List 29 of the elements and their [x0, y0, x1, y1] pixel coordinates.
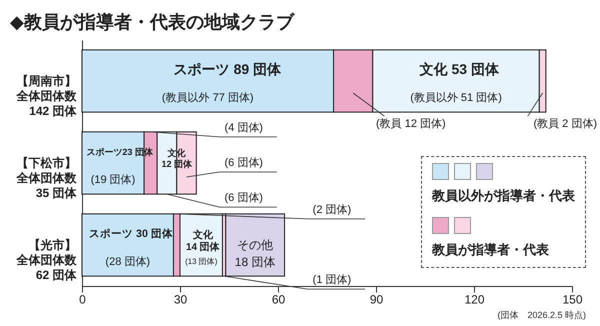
x-tick-label: 60: [272, 292, 286, 306]
data-label: (教員以外 51 団体): [410, 91, 502, 104]
x-tick-label: 0: [79, 292, 86, 306]
legend-label: 教員以外が指導者・代表: [432, 187, 575, 205]
annotation: 文化 14 団体: [186, 229, 221, 253]
data-label: (6 団体): [224, 192, 263, 204]
x-tick-label: 30: [174, 292, 188, 306]
y-tick-label: 【光市】全体団体数62 団体: [16, 238, 78, 282]
y-tick-label: 【周南市】全体団体数142 団体: [16, 74, 78, 118]
data-label: (教員以外 77 団体): [162, 91, 254, 104]
data-label: (6 団体): [224, 157, 263, 169]
data-label: その他 18 団体: [234, 238, 276, 269]
data-label: (19 団体): [90, 174, 136, 186]
text: (団体 2026.2.5 時点): [497, 309, 586, 322]
y-tick-label: 【下松市】全体団体数35 団体: [16, 156, 78, 200]
annotation: スポーツ 30 団体: [89, 227, 174, 240]
data-label: (28 団体): [105, 256, 150, 268]
annotation: 文化 53 団体: [418, 61, 500, 77]
data-label: (1 団体): [312, 274, 352, 286]
data-label: (教員 12 団体): [376, 118, 446, 130]
data-label: (教員 2 団体): [533, 118, 597, 130]
data-label: (2 団体): [312, 204, 352, 216]
annotation: スポーツ 89 団体: [174, 61, 282, 77]
x-tick-label: 120: [464, 292, 485, 306]
x-tick-label: 90: [370, 292, 384, 306]
data-label: (4 団体): [224, 122, 263, 134]
legend-label: 教員が指導者・代表: [432, 241, 550, 259]
x-tick-label: 150: [562, 292, 583, 306]
chart-title: ◆教員が指導者・代表の地域クラブ: [10, 12, 295, 32]
